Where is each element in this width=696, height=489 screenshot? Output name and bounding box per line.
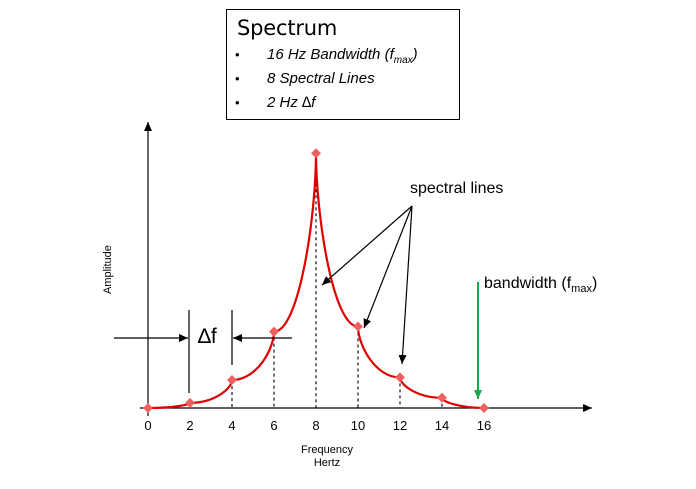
bullet: •	[235, 95, 240, 110]
info-item-text: 8 Spectral Lines	[267, 70, 375, 87]
spectral-point-marker	[227, 374, 237, 385]
delta-f-label: ∆f	[198, 325, 217, 348]
x-tick-label: 14	[434, 418, 450, 433]
bullet: •	[235, 71, 240, 86]
bandwidth-label-tail: )	[591, 275, 598, 292]
spectrum-info-box: Spectrum • 16 Hz Bandwidth (fmax) • 8 Sp…	[226, 9, 460, 120]
spectral-point-marker	[311, 148, 321, 159]
y-axis-label: Amplitude	[102, 245, 114, 294]
callout-arrow-1	[321, 205, 413, 286]
x-tick-label: 8	[312, 418, 320, 433]
x-axis-unit-label: Hertz	[313, 457, 341, 469]
spectral-point-marker	[479, 403, 489, 413]
spectral-point-marker	[437, 392, 447, 403]
x-tick-label: 6	[270, 418, 278, 433]
x-tick-label: 16	[476, 418, 492, 433]
callout-arrow-3	[398, 205, 413, 365]
x-tick-label: 4	[228, 418, 236, 433]
spectral-lines-label: spectral lines	[410, 180, 504, 197]
info-item-tail: )	[412, 46, 418, 63]
info-item-text: 16 Hz Bandwidth (f	[267, 46, 394, 63]
info-item-subscript: max	[393, 55, 413, 66]
spectral-point-marker	[395, 372, 405, 383]
spectral-point-marker	[143, 403, 153, 413]
bullet: •	[235, 47, 240, 62]
info-box-title: Spectrum	[237, 16, 338, 40]
spectral-point-marker	[185, 397, 195, 408]
bandwidth-label: bandwidth (fmax)	[484, 275, 597, 295]
bandwidth-label-text: bandwidth (f	[484, 275, 572, 292]
x-tick-label: 0	[144, 418, 152, 433]
callout-arrow-2	[363, 205, 413, 329]
info-item-text: 2 Hz ∆f	[267, 94, 316, 111]
x-tick-label: 2	[186, 418, 194, 433]
x-tick-label: 10	[350, 418, 366, 433]
x-tick-label: 12	[392, 418, 408, 433]
spectral-point-marker	[269, 326, 279, 337]
bandwidth-label-subscript: max	[571, 283, 592, 296]
x-axis-label: Frequency	[301, 444, 353, 456]
spectral-point-marker	[353, 321, 363, 332]
